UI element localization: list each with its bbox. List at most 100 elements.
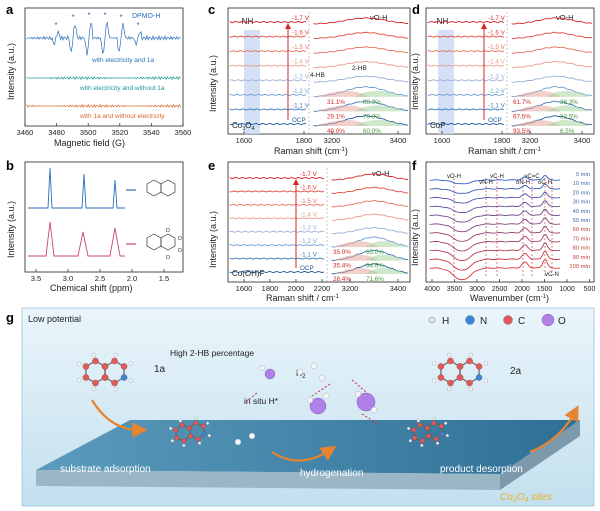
mol-2a-h-atom bbox=[432, 361, 437, 366]
mol-1a-h-atom bbox=[113, 386, 119, 392]
panel-d-trace-left bbox=[427, 93, 505, 96]
insitu-h-text: in situ H* bbox=[244, 396, 279, 406]
panel-c-trace-right bbox=[313, 46, 409, 54]
desorbing-n-atom bbox=[439, 431, 445, 437]
hydrogen-atom bbox=[370, 406, 378, 414]
mol-2a-c-atom bbox=[437, 363, 445, 370]
panel-b-tick-label: 3.0 bbox=[63, 274, 73, 283]
panel-f-tick-label: 500 bbox=[584, 286, 596, 293]
panel-f-band-label: vN-H bbox=[479, 180, 493, 186]
desorbing-h-atom bbox=[416, 419, 421, 423]
panel-e-trace-left bbox=[229, 176, 325, 180]
adsorbed-h-atom bbox=[182, 443, 186, 447]
panel-e-trace-right bbox=[331, 226, 409, 235]
panel-c-fit-peak-4hb bbox=[316, 105, 369, 112]
panel-f-trace bbox=[429, 242, 561, 261]
oxygen-atom bbox=[309, 397, 327, 415]
adsorbed-c-atom bbox=[181, 438, 187, 444]
panel-f-tick-label: 1500 bbox=[537, 286, 553, 293]
panel-c-trace-right bbox=[313, 60, 409, 69]
panel-e-percentages: 35.0% 65.0% 35.4% 64.6% 28.4% 71.6% bbox=[333, 249, 384, 283]
panel-d-pct-4hb: 61.7% bbox=[513, 99, 531, 106]
panel-e-voltage-label: -1.5 V bbox=[300, 198, 318, 205]
panel-e-trace-left bbox=[229, 230, 325, 233]
panel-d-trace-right bbox=[511, 75, 593, 83]
panel-d-voh: vO-H bbox=[556, 13, 574, 22]
adsorbed-c-atom bbox=[179, 422, 185, 428]
panel-c-trace-left bbox=[229, 35, 307, 38]
mol-1a-c-atom bbox=[82, 363, 90, 370]
desorbing-h-atom bbox=[408, 439, 412, 443]
panel-c-voltage-label: OCP bbox=[292, 117, 306, 124]
panel-d-voltage-label: -1.3 V bbox=[488, 73, 506, 80]
panel-d-voltage-labels: -1.7 V -1.6 V -1.5 V -1.4 V -1.3 V -1.2 V -1.1… bbox=[488, 15, 506, 124]
mol-1a-h-atom bbox=[128, 361, 133, 366]
panel-g-low-potential: Low potential bbox=[28, 314, 81, 324]
panel-f-trace bbox=[429, 200, 561, 213]
hydrogen-atom bbox=[310, 362, 318, 370]
hydrogen-atom bbox=[306, 396, 314, 404]
panel-d-nh: -NH bbox=[434, 17, 448, 26]
mol-2a-h-atom bbox=[468, 352, 474, 358]
panel-b-d-label-3: D bbox=[178, 248, 182, 254]
desorbing-c-atom bbox=[425, 425, 430, 431]
panel-e-pct-2hb: 65.0% bbox=[366, 249, 384, 256]
desorbing-c-atom bbox=[417, 422, 423, 428]
panel-a-peak-marker: * bbox=[71, 13, 74, 22]
panel-f-trace bbox=[429, 183, 561, 194]
panel-a-trace-label-2: with electricity and without 1a bbox=[79, 85, 165, 92]
hydrogen-atom bbox=[322, 392, 330, 400]
panel-f-tick-label: 4000 bbox=[424, 286, 440, 293]
panel-f-time-label: 100 min bbox=[569, 264, 590, 270]
panel-b-ylabel: Intensity (a.u.) bbox=[6, 201, 16, 258]
panel-c-trace-left bbox=[229, 20, 307, 24]
panel-d-pct-4hb: 93.5% bbox=[513, 128, 531, 135]
panel-a-tick-label: 3480 bbox=[48, 128, 65, 137]
panel-e-pct-4hb: 35.0% bbox=[333, 249, 351, 256]
panel-f-time-label: 50 min bbox=[573, 218, 590, 224]
panel-f-tick-label: 3500 bbox=[447, 286, 463, 293]
panel-f: f Intensity (a.u.) Wavenumber (cm-1) 400… bbox=[410, 158, 595, 303]
panel-e-pct-4hb: 35.4% bbox=[333, 263, 351, 270]
panel-b-molecule-top bbox=[146, 179, 176, 197]
panel-c-voltage-label: -1.5 V bbox=[292, 44, 310, 51]
panel-a-trace-label-3: with 1a and without electricity bbox=[79, 113, 165, 120]
panel-c-2hb: 2-HB bbox=[352, 65, 367, 72]
panel-d-tick-label: 1800 bbox=[494, 136, 511, 145]
panel-d-pct-4hb: 67.5% bbox=[513, 113, 531, 120]
panel-f-time-label: 80 min bbox=[573, 246, 590, 252]
panel-d-trace-right bbox=[511, 46, 593, 54]
panel-c-voltage-label: -1.6 V bbox=[292, 30, 310, 37]
panel-e-voltage-label: -1.7 V bbox=[300, 171, 318, 178]
panel-c-tick-label: 3400 bbox=[390, 136, 407, 145]
panel-c-trace-right bbox=[313, 17, 409, 25]
panel-d-voltage-label: -1.6 V bbox=[488, 30, 506, 37]
adsorbed-c-atom bbox=[195, 436, 201, 442]
panel-d-traces bbox=[427, 12, 593, 134]
panel-c-percentages: 31.1% 68.9% 29.1% 70.9% 40.0% 60.0% bbox=[327, 99, 381, 135]
panel-e-axes bbox=[227, 161, 411, 283]
panel-c-label: c bbox=[208, 2, 215, 17]
legend-atom-H bbox=[428, 316, 436, 324]
panel-c-trace-left bbox=[229, 79, 307, 82]
mol-1a-h-atom bbox=[91, 352, 97, 358]
hydrogen-species bbox=[234, 362, 379, 446]
legend-atom-O bbox=[541, 313, 555, 327]
panel-d-pct-2hb: 6.5% bbox=[560, 128, 575, 135]
panel-d-trace-left bbox=[427, 108, 505, 111]
hydrogen-atom bbox=[259, 365, 265, 371]
panel-b-tick-label: 2.5 bbox=[95, 274, 105, 283]
panel-c-trace-right bbox=[313, 75, 409, 83]
panel-f-band-label: vO-H bbox=[447, 174, 461, 180]
hydrogen-atom bbox=[354, 390, 362, 398]
panel-a-tick-label: 3540 bbox=[143, 128, 160, 137]
desorbing-c-atom bbox=[426, 433, 431, 439]
panel-d-voltage-label: -1.4 V bbox=[488, 59, 506, 66]
panel-b-d-label-2: D bbox=[178, 236, 182, 242]
panel-e-voltage-labels: -1.7 V -1.6 V -1.5 V -1.4 V -1.3 V -1.2 V -1.1… bbox=[300, 171, 318, 272]
panel-f-time-label: 90 min bbox=[573, 255, 590, 261]
panel-f-tick-label: 2000 bbox=[514, 286, 530, 293]
catalyst-slab-front bbox=[36, 470, 500, 490]
panel-a-peak-marker: * bbox=[103, 11, 106, 20]
panel-e-voltage-label: -1.2 V bbox=[300, 238, 318, 245]
